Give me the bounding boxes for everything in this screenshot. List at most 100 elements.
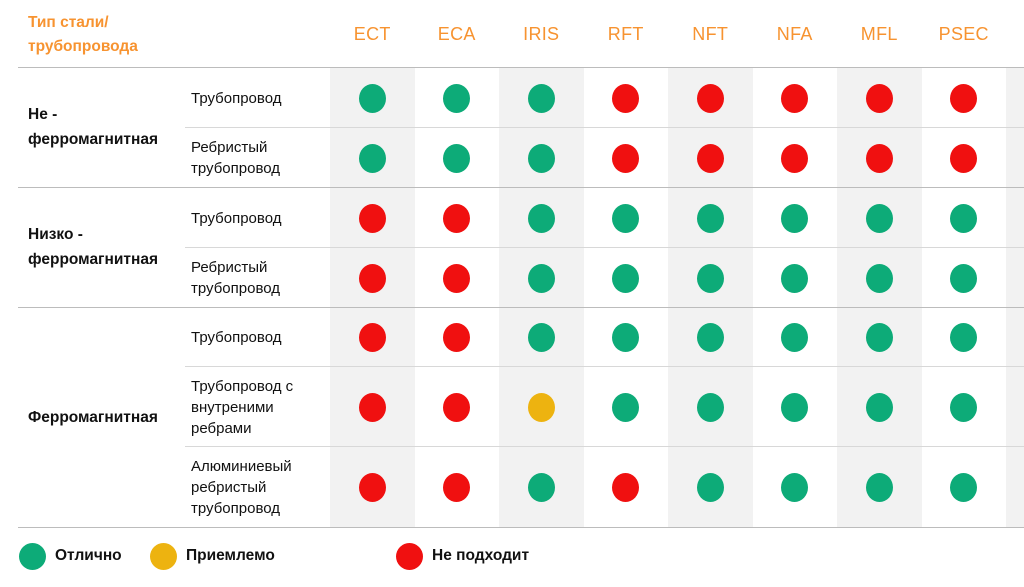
- rating-cell: [753, 248, 838, 308]
- rating-cell: [668, 367, 753, 447]
- rating-cell: [753, 188, 838, 248]
- legend-item-not-suitable: Не подходит: [396, 542, 529, 570]
- rating-cell: [584, 308, 669, 367]
- rating-cell: [499, 128, 584, 188]
- row-separator-line: [185, 446, 1024, 447]
- rating-cell: [837, 68, 922, 128]
- row-label: Трубопровод: [191, 209, 282, 227]
- rating-dot-excellent-icon: [781, 323, 809, 352]
- rating-dot-excellent-icon: [950, 473, 978, 502]
- rating-cell: [668, 308, 753, 367]
- rating-dot-excellent-icon: [696, 473, 724, 502]
- group-separator-line: [18, 187, 1024, 188]
- legend-label: Не подходит: [432, 547, 530, 564]
- rating-dot-excellent-icon: [612, 323, 640, 352]
- rating-dot-not-suitable-icon: [696, 83, 724, 113]
- rating-cell: [584, 188, 669, 248]
- rating-dot-not-suitable-icon: [612, 143, 640, 173]
- rating-dot-excellent-icon: [950, 323, 978, 352]
- rating-dot-not-suitable-icon: [358, 263, 386, 293]
- rating-dot-not-suitable-icon: [865, 83, 893, 113]
- rating-dot-not-suitable-icon: [781, 83, 809, 113]
- table-corner-title: Тип стали/ трубопровода: [28, 14, 138, 55]
- rating-dot-excellent-icon: [865, 323, 893, 352]
- column-header-nft: NFT: [692, 23, 729, 44]
- header-separator-line: [18, 67, 1024, 68]
- rating-dot-excellent-icon: [781, 263, 809, 293]
- rating-dot-excellent-icon: [612, 392, 640, 422]
- legend-label: Приемлемо: [186, 547, 275, 564]
- rating-dot-excellent-icon: [358, 143, 386, 173]
- rating-dot-not-suitable-icon: [358, 392, 386, 422]
- rating-cell: [922, 248, 1007, 308]
- right-edge-stripe: [1006, 68, 1024, 528]
- rating-dot-excellent-icon: [443, 83, 471, 113]
- rating-dot-not-suitable-icon: [443, 392, 471, 422]
- rating-cell: [584, 447, 669, 528]
- rating-cell: [330, 128, 415, 188]
- rating-dot-excellent-icon: [865, 263, 893, 293]
- column-header-rft: RFT: [607, 23, 644, 44]
- rating-dot-not-suitable-icon: [443, 323, 471, 352]
- rating-cell: [330, 367, 415, 447]
- rating-dot-not-suitable-icon: [358, 323, 386, 352]
- group-separator-line: [18, 307, 1024, 308]
- legend-item-acceptable: Приемлемо: [150, 542, 275, 570]
- rating-dot-excellent-icon: [443, 143, 471, 173]
- not-suitable-dot-icon: [396, 542, 423, 570]
- row-label: Трубопровод: [191, 89, 282, 107]
- rating-cell: [668, 188, 753, 248]
- column-header-eca: ECA: [437, 23, 476, 44]
- rating-cell: [584, 128, 669, 188]
- rating-cell: [922, 308, 1007, 367]
- rating-cell: [499, 308, 584, 367]
- rating-cell: [922, 188, 1007, 248]
- rating-cell: [837, 128, 922, 188]
- rating-dot-excellent-icon: [527, 203, 555, 233]
- row-label: Трубопровод: [191, 329, 282, 346]
- rating-cell: [499, 447, 584, 528]
- legend-label: Отлично: [55, 547, 122, 564]
- rating-dot-not-suitable-icon: [443, 473, 471, 502]
- row-label: Трубопровод с внутреними ребрами: [191, 377, 294, 437]
- rating-dot-excellent-icon: [696, 323, 724, 352]
- rating-cell: [499, 188, 584, 248]
- rating-cell: [668, 447, 753, 528]
- acceptable-dot-icon: [150, 542, 177, 570]
- rating-cell: [837, 188, 922, 248]
- rating-cell: [330, 248, 415, 308]
- column-header-psec: PSEC: [938, 23, 989, 44]
- rating-dot-not-suitable-icon: [781, 143, 809, 173]
- rating-dot-excellent-icon: [527, 323, 555, 352]
- rating-dot-not-suitable-icon: [443, 263, 471, 293]
- rating-dot-excellent-icon: [527, 83, 555, 113]
- rating-dot-excellent-icon: [612, 203, 640, 233]
- rating-cell: [584, 68, 669, 128]
- rating-dot-excellent-icon: [527, 473, 555, 502]
- rating-dot-excellent-icon: [696, 203, 724, 233]
- rating-cell: [330, 308, 415, 367]
- rating-dot-not-suitable-icon: [865, 143, 893, 173]
- rating-cell: [922, 68, 1007, 128]
- rating-cell: [330, 188, 415, 248]
- rating-cell: [668, 68, 753, 128]
- rating-cell: [415, 367, 500, 447]
- group-label: Не - ферромагнитная: [28, 106, 159, 148]
- row-separator-line: [185, 127, 1024, 128]
- rating-cell: [753, 68, 838, 128]
- rating-cell: [499, 248, 584, 308]
- rating-cell: [668, 128, 753, 188]
- legend-item-excellent: Отлично: [19, 542, 122, 570]
- column-header-mfl: MFL: [860, 23, 898, 44]
- rating-dot-not-suitable-icon: [612, 83, 640, 113]
- rating-cell: [415, 248, 500, 308]
- rating-cell: [837, 248, 922, 308]
- rating-dot-not-suitable-icon: [358, 203, 386, 233]
- rating-cell: [330, 68, 415, 128]
- rating-dot-excellent-icon: [612, 263, 640, 293]
- rating-cell: [415, 68, 500, 128]
- rating-dot-excellent-icon: [781, 473, 809, 502]
- rating-cell: [584, 367, 669, 447]
- rating-dot-excellent-icon: [950, 203, 978, 233]
